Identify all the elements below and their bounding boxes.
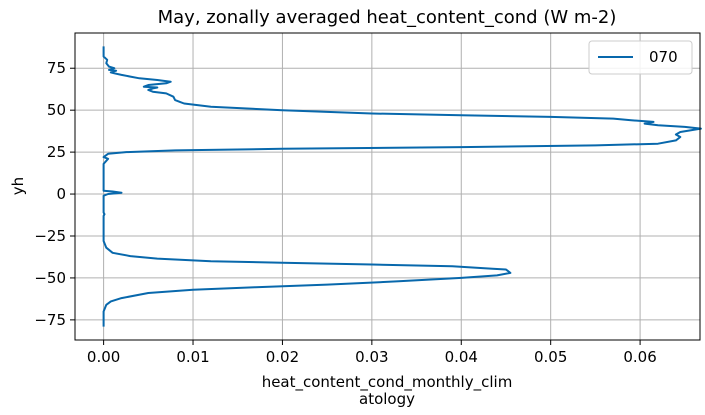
- x-tick-label: 0.00: [87, 348, 120, 366]
- plot-frame: [74, 32, 701, 341]
- y-axis-ticks: −75 −50 −25 0 25 50 75: [34, 59, 75, 329]
- x-tick-label: 0.02: [266, 348, 299, 366]
- y-tick-label: 25: [47, 143, 66, 161]
- x-axis-ticks: 0.00 0.01 0.02 0.03 0.04 0.05 0.06: [87, 340, 657, 366]
- x-tick-label: 0.03: [355, 348, 388, 366]
- grid: [75, 33, 700, 340]
- legend: 070: [588, 40, 693, 75]
- y-tick-label: −75: [34, 311, 66, 329]
- y-tick-label: −25: [34, 227, 66, 245]
- y-tick-label: 75: [47, 59, 66, 77]
- x-tick-label: 0.05: [534, 348, 567, 366]
- legend-label: 070: [649, 48, 678, 66]
- x-tick-label: 0.04: [445, 348, 478, 366]
- y-tick-label: −50: [34, 269, 66, 287]
- y-axis-label: yh: [9, 177, 27, 195]
- series-group: [102, 46, 702, 327]
- series-line: [102, 46, 702, 327]
- x-axis-label-line-1: heat_content_cond_monthly_clim: [262, 373, 513, 392]
- y-tick-label: 50: [47, 101, 66, 119]
- x-tick-label: 0.01: [176, 348, 209, 366]
- legend-box: [588, 40, 693, 75]
- y-tick-label: 0: [56, 185, 66, 203]
- x-axis-label-line-2: atology: [359, 390, 415, 408]
- chart-title: May, zonally averaged heat_content_cond …: [158, 7, 617, 28]
- x-tick-label: 0.06: [623, 348, 656, 366]
